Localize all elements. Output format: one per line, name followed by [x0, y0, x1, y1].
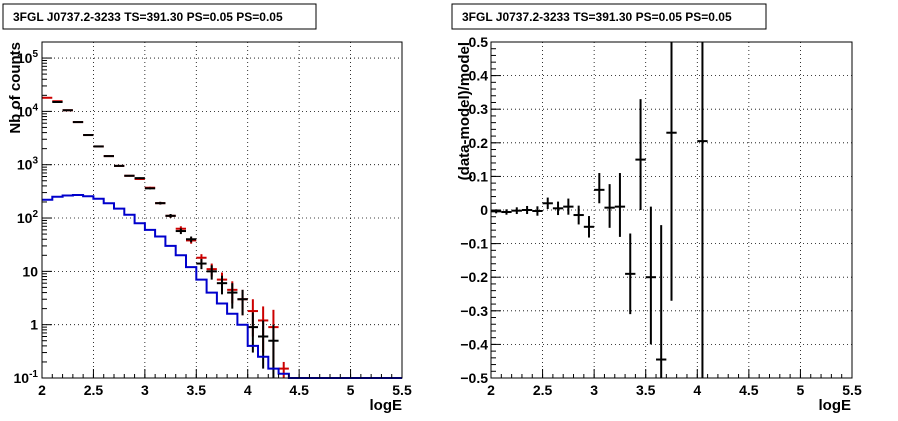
y-tick-label: 10-1 — [14, 369, 39, 386]
right-y-axis-label: (data-model)/model — [456, 42, 473, 180]
x-tick-label: 5 — [347, 382, 355, 398]
x-tick-label: 5.5 — [392, 382, 412, 398]
y-tick-label: 0 — [480, 202, 488, 218]
left-title-box — [2, 3, 317, 30]
data-point-0-3 — [521, 205, 533, 215]
data-point-0-5 — [542, 197, 553, 209]
right-title-box — [451, 3, 767, 30]
x-tick-label: 4 — [693, 382, 701, 398]
left-gridlines — [42, 42, 402, 378]
left-x-axis-label: logE — [370, 397, 403, 414]
data-point-0-8 — [573, 205, 584, 225]
data-point-0-10 — [594, 173, 605, 204]
data-point-1-9 — [144, 187, 156, 190]
data-point-1-6 — [114, 164, 125, 167]
y-tick-label: 0.2 — [469, 135, 489, 151]
data-point-0-9 — [583, 216, 595, 238]
data-point-0-17 — [666, 42, 677, 301]
left-chart-title: 3FGL J0737.2-3233 TS=391.30 PS=0.05 PS=0… — [13, 10, 283, 24]
x-tick-label: 3 — [141, 382, 149, 398]
right-chart-title: 3FGL J0737.2-3233 TS=391.30 PS=0.05 PS=0… — [462, 10, 732, 24]
data-point-1-3 — [83, 134, 94, 137]
right-x-axis-label: logE — [819, 397, 852, 414]
data-point-0-13 — [625, 233, 636, 315]
y-tick-label: 10 — [22, 263, 38, 279]
y-tick-label: 0.1 — [469, 168, 489, 184]
y-tick-label: 1 — [30, 317, 38, 333]
y-tick-label: 0.5 — [469, 34, 489, 50]
x-tick-label: 2.5 — [533, 382, 553, 398]
data-point-0-11 — [604, 184, 615, 228]
right-series — [491, 42, 708, 378]
data-point-1-12 — [175, 228, 186, 235]
data-point-1-21 — [268, 324, 279, 378]
x-tick-label: 5 — [797, 382, 805, 398]
data-point-0-12 — [614, 173, 626, 237]
y-tick-label: 102 — [17, 209, 39, 226]
data-point-1-10 — [155, 201, 166, 205]
data-point-0-23 — [278, 361, 289, 378]
x-tick-label: 4 — [244, 382, 252, 398]
data-point-0-18 — [697, 42, 708, 378]
x-tick-label: 5.5 — [842, 382, 862, 398]
data-point-1-4 — [93, 145, 104, 148]
right-ticks: 2 2.5 3 3.5 4 4.5 5 5.5 −0.5 −0.4 −0.3 −0.2 −0.1 0 0.1… — [460, 34, 862, 398]
data-point-0-2 — [511, 207, 522, 215]
data-point-1-5 — [103, 155, 114, 158]
y-tick-label: −0.2 — [460, 269, 488, 285]
data-point-0-16 — [656, 225, 667, 378]
data-point-0-1 — [501, 209, 512, 215]
y-tick-label: −0.3 — [460, 303, 488, 319]
data-point-1-8 — [134, 177, 145, 180]
x-tick-label: 4.5 — [739, 382, 759, 398]
left-ticks: 2 2.5 3 3.5 4 4.5 5 5.5 10-1 1 10 102 103 104 105 — [14, 49, 412, 398]
right-panel: 3FGL J0737.2-3233 TS=391.30 PS=0.05 PS=0… — [451, 3, 862, 414]
data-point-1-11 — [165, 213, 176, 218]
data-point-1-18 — [237, 289, 248, 316]
data-point-1-14 — [196, 259, 207, 270]
y-tick-label: 0.4 — [469, 68, 489, 84]
x-tick-label: 3.5 — [187, 382, 207, 398]
x-tick-label: 3 — [590, 382, 598, 398]
data-point-0-6 — [552, 201, 564, 216]
x-tick-label: 3.5 — [636, 382, 656, 398]
data-point-1-16 — [216, 275, 228, 295]
y-tick-label: 104 — [17, 102, 39, 119]
x-tick-label: 2 — [487, 382, 495, 398]
y-tick-label: 0.3 — [469, 101, 489, 117]
y-tick-label: 105 — [17, 49, 39, 66]
y-tick-label: 103 — [17, 156, 39, 173]
data-point-1-15 — [206, 265, 217, 280]
data-point-1-13 — [186, 236, 197, 243]
y-tick-label: −0.1 — [460, 236, 488, 252]
y-tick-label: −0.5 — [460, 370, 488, 386]
data-point-0-14 — [635, 99, 646, 210]
left-series — [42, 96, 402, 379]
data-point-0-4 — [532, 206, 543, 216]
left-plot-frame — [41, 41, 403, 379]
left-panel: 3FGL J0737.2-3233 TS=391.30 PS=0.05 PS=0… — [2, 3, 412, 414]
x-tick-label: 2.5 — [84, 382, 104, 398]
data-point-1-7 — [124, 174, 135, 177]
x-tick-label: 4.5 — [289, 382, 309, 398]
left-y-axis-label: Nb of counts — [7, 42, 24, 134]
data-point-0-15 — [645, 206, 657, 345]
x-tick-label: 2 — [38, 382, 46, 398]
data-point-1-17 — [227, 283, 238, 309]
y-tick-label: −0.4 — [460, 336, 488, 352]
data-point-1-20 — [258, 320, 269, 369]
data-point-0-7 — [563, 198, 574, 215]
